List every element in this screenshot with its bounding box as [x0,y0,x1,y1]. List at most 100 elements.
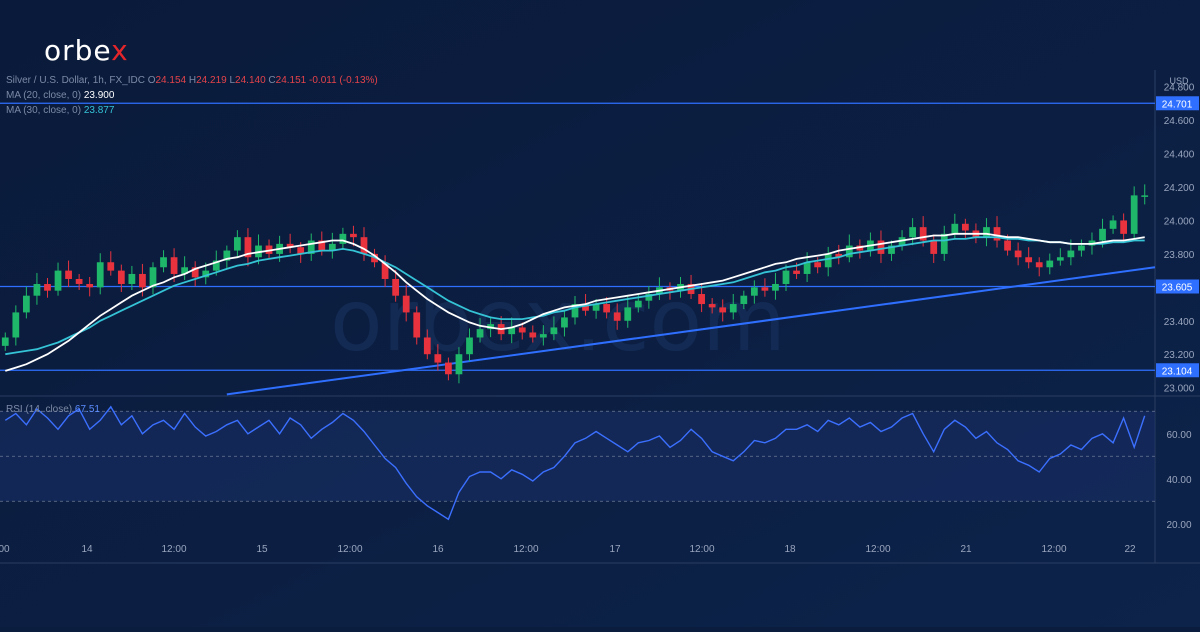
candle-body [181,267,189,274]
candle-body [518,327,526,333]
time-tick-label: 21 [960,544,972,555]
candle-body [1014,250,1022,258]
candle-body [845,245,853,258]
close-value: 24.151 [275,75,307,86]
high-label: H [188,75,197,86]
time-tick-label: 17 [609,544,621,555]
legend-ohlc: Silver / U.S. Dollar, 1h, FX_IDC O24.154… [6,75,378,86]
price-tick-label: 23.800 [1164,250,1195,261]
price-tick-label: 24.600 [1164,116,1195,127]
time-tick-label: 18 [784,544,796,555]
candle-body [634,300,642,308]
legend-ma20: MA (20, close, 0) 23.900 [6,90,114,101]
candle-body [381,262,389,279]
support-trendline [226,266,1156,396]
moving-averages [5,232,1145,372]
candle-body [888,245,895,254]
candle-body [550,327,558,335]
candle-body [824,253,832,268]
logo-text: orbe [44,34,112,67]
candle-body [909,227,916,238]
candle-body [508,327,516,335]
candle-body [1,337,9,346]
candle-body [212,260,220,271]
candle-body [328,243,336,251]
candle-body [1099,228,1106,241]
candle-body [318,240,326,251]
symbol-label: Silver / U.S. Dollar, 1h, FX_IDC [6,75,145,86]
close-label: C [268,75,276,86]
candle-body [402,295,410,313]
level-label: 23.605 [1162,282,1193,293]
candle-body [65,270,72,279]
candle-body [1056,257,1064,261]
candle-body [297,247,305,254]
candle-body [1004,240,1011,251]
candle-body [202,270,210,278]
legend-rsi: RSI (14, close) 67.51 [6,404,100,415]
ma20-label: MA (20, close, 0) [6,90,82,101]
candle-body [740,295,748,305]
time-tick-label: 12:00 [865,544,890,555]
candle-body [350,233,357,238]
candle-body [96,262,104,288]
level-label: 24.701 [1162,99,1193,110]
candle-body [624,307,632,321]
candle-body [149,267,157,288]
candle-body [729,304,737,313]
candle-body [603,304,611,313]
change-value: -0.011 (-0.13%) [309,75,378,86]
time-tick-label: 12:00 [1041,544,1066,555]
rsi-panel [4,405,1146,521]
candle-body [561,317,568,328]
candle-body [708,304,716,308]
level-tag [1156,96,1199,111]
candle-body [645,294,653,301]
candle-body [1109,220,1117,229]
price-tick-label: 23.400 [1164,317,1195,328]
candle-body [191,267,199,278]
candle-body [360,237,368,254]
candle-body [223,250,231,261]
ma30-label: MA (30, close, 0) [6,105,82,116]
candle-body [793,270,800,274]
time-tick-label: 00 [0,544,10,555]
candle-body [339,233,347,244]
candle-body [234,237,241,251]
time-tick-label: 12:00 [689,544,714,555]
candle-body [244,237,252,258]
level-label: 23.104 [1162,366,1193,377]
candle-body [592,304,600,311]
candle-body [814,262,822,268]
axes: 23.000 23.200 23.400 23.800 24.000 24.200 24.4… [0,76,1195,555]
rsi-tick-label: 60.00 [1166,430,1191,441]
candle-body [455,354,463,375]
candle-body [12,312,20,338]
candle-body [23,295,30,313]
candle-body [86,283,94,288]
ma20-line [5,232,1145,372]
candle-body [772,283,779,291]
level-tag [1156,279,1199,294]
candle-body [392,278,400,296]
time-tick-label: 16 [432,544,444,555]
candle-body [44,283,51,291]
candle-body [698,294,705,305]
trendline [226,266,1156,396]
candle-body [1141,195,1149,197]
candle-body [539,334,547,338]
low-value: 24.140 [235,75,266,86]
candle-body [33,283,41,296]
price-unit-label: USD [1169,76,1189,86]
ma20-value: 23.900 [83,90,115,101]
candles [1,184,1149,384]
candle-body [983,227,990,238]
candle-body [940,233,948,254]
candle-body [961,223,969,231]
candle-body [529,332,537,338]
candle-body [719,307,727,313]
candle-body [139,273,146,288]
candle-body [476,329,484,338]
candle-body [75,278,83,284]
